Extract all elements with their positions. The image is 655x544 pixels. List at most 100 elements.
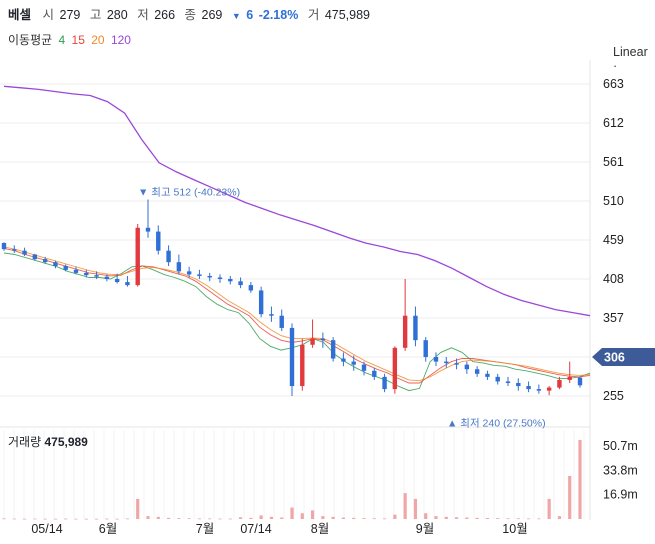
y-tick-label: 561 xyxy=(603,155,624,169)
scale-toggle-button[interactable]: Linear · xyxy=(613,45,648,73)
volume-bar xyxy=(496,518,500,519)
close-value: 269 xyxy=(201,8,223,22)
volume-bar xyxy=(2,518,6,520)
candle-body xyxy=(516,382,521,387)
volume-label: 거 xyxy=(307,8,320,22)
volume-bar xyxy=(208,518,212,520)
volume-y-tick-label: 16.9m xyxy=(603,488,638,502)
ma-legend-20: 20 xyxy=(91,33,105,47)
volume-bar xyxy=(33,518,37,520)
volume-y-tick-label: 50.7m xyxy=(603,439,638,453)
candle-body xyxy=(156,231,161,251)
volume-bar xyxy=(557,516,562,519)
candle-body xyxy=(125,282,130,286)
low-label: 저 xyxy=(137,8,149,22)
candle-body xyxy=(186,271,192,275)
candle-body xyxy=(361,364,367,371)
candle-body xyxy=(423,340,428,357)
volume-bar xyxy=(94,518,99,520)
volume-bar xyxy=(413,498,418,519)
candle-body xyxy=(341,358,346,362)
close-label: 종 xyxy=(184,8,197,22)
candle-body xyxy=(495,376,500,382)
candle-body xyxy=(351,361,356,365)
candle-body xyxy=(567,376,572,380)
volume-bar xyxy=(454,517,459,519)
volume-y-tick-label: 33.8m xyxy=(603,463,638,477)
ma-legend-title: 이동평균 xyxy=(8,33,53,47)
volume-bar xyxy=(64,518,68,520)
volume-panel-title: 거래량 475,989 xyxy=(8,433,88,450)
volume-bar xyxy=(269,516,274,519)
volume-bar xyxy=(434,516,438,519)
volume-bar xyxy=(259,515,263,519)
volume-panel-label: 거래량 xyxy=(8,435,42,449)
volume-bar xyxy=(393,514,397,519)
candle-body xyxy=(63,265,68,270)
volume-bar xyxy=(197,518,202,520)
candle-body xyxy=(289,327,295,387)
volume-bar xyxy=(506,518,510,520)
volume-bar xyxy=(465,517,469,519)
y-tick-label: 408 xyxy=(603,272,624,286)
y-tick-label: 459 xyxy=(603,233,624,247)
volume-bar xyxy=(228,518,232,520)
ma-legend-15: 15 xyxy=(71,33,85,47)
low-value: 266 xyxy=(154,8,176,22)
candle-body xyxy=(53,262,58,266)
volume-bar xyxy=(310,510,315,519)
ma-line-20 xyxy=(3,246,591,382)
moving-average-legend: 이동평균 4 15 20 120 xyxy=(8,31,131,48)
candle-body xyxy=(228,278,233,282)
candle-body xyxy=(392,347,398,390)
volume-bar xyxy=(444,516,448,519)
candle-body xyxy=(300,344,305,387)
volume-bar xyxy=(341,517,346,519)
price-header: 베셀 시 279 고 280 저 266 종 269 ▼ 6 -2.18% 거 … xyxy=(8,4,376,23)
high-annotation: ▼ 최고 512 (-40.23%) xyxy=(138,186,240,198)
candle-body xyxy=(536,389,542,391)
volume-bar xyxy=(187,518,191,520)
candle-body xyxy=(217,277,223,279)
volume-bar xyxy=(218,518,222,520)
candle-body xyxy=(207,275,212,278)
volume-bar xyxy=(249,517,253,519)
candle-body xyxy=(114,278,120,283)
x-tick-label: 6월 xyxy=(99,522,117,536)
candle-body xyxy=(238,281,243,286)
volume-bar xyxy=(403,493,407,519)
candle-body xyxy=(258,290,264,315)
volume-bar xyxy=(485,517,490,519)
candle-body xyxy=(320,338,326,341)
volume-bar xyxy=(238,517,243,519)
volume-bar xyxy=(115,518,119,520)
candle-body xyxy=(269,314,274,316)
volume-bar xyxy=(177,518,181,519)
volume-bar xyxy=(382,518,387,520)
current-price-tag xyxy=(592,347,655,366)
candle-body xyxy=(546,387,552,391)
candle-body xyxy=(42,259,48,263)
y-tick-label: 663 xyxy=(603,77,624,91)
candle-body xyxy=(557,379,562,388)
candle-body xyxy=(145,227,151,232)
candle-body xyxy=(166,250,171,263)
candle-body xyxy=(526,386,531,390)
candle-body xyxy=(73,269,79,273)
volume-bar xyxy=(53,518,58,520)
volume-bar xyxy=(43,518,47,520)
volume-bar xyxy=(22,518,27,520)
candle-body xyxy=(330,340,336,359)
high-label: 고 xyxy=(89,8,102,22)
stock-name: 베셀 xyxy=(8,8,32,22)
volume-bar xyxy=(424,513,428,519)
y-tick-label: 612 xyxy=(603,116,624,130)
candle-body xyxy=(577,377,583,386)
y-tick-label: 255 xyxy=(603,389,624,403)
volume-bar xyxy=(537,518,541,520)
volume-bar xyxy=(125,518,130,520)
ma-legend-4: 4 xyxy=(58,33,66,47)
ma-legend-120: 120 xyxy=(110,33,131,47)
candle-body xyxy=(135,227,140,286)
